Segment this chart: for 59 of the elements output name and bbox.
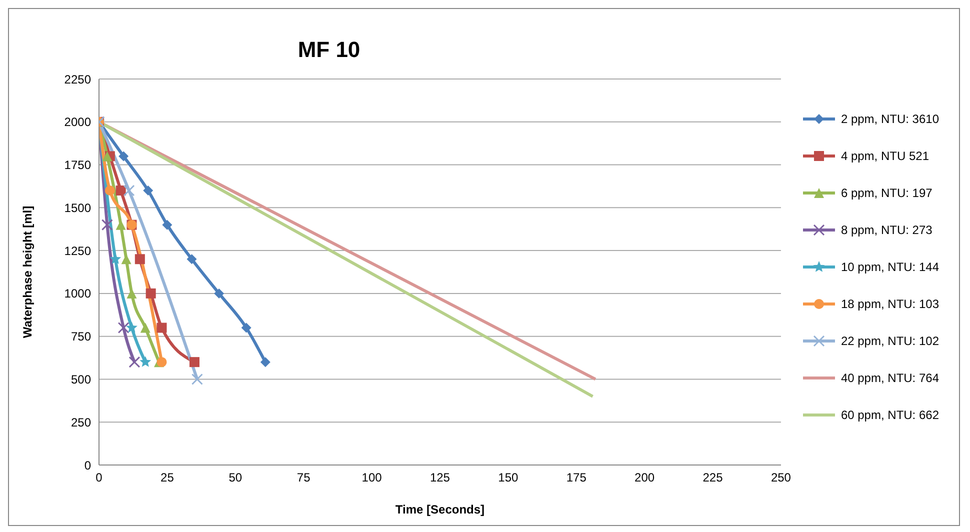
x-tick-label: 75 <box>296 470 311 485</box>
y-tick-label: 2000 <box>64 115 92 130</box>
legend-label: 40 ppm, NTU: 764 <box>840 370 939 387</box>
x-tick-label: 175 <box>566 470 587 485</box>
point <box>102 151 112 162</box>
x-tick-label: 50 <box>228 470 242 485</box>
legend-label: 10 ppm, NTU: 144 <box>840 259 939 276</box>
point <box>118 322 130 334</box>
point <box>116 220 126 230</box>
point <box>214 288 224 298</box>
legend-label: 8 ppm, NTU: 273 <box>840 222 932 239</box>
point <box>189 357 200 368</box>
point <box>121 254 132 264</box>
point <box>134 254 145 264</box>
point <box>104 186 115 196</box>
y-tick-label: 1250 <box>64 244 92 258</box>
legend-label: 2 ppm, NTU: 3610 <box>840 111 939 128</box>
y-tick-label: 0 <box>84 458 92 472</box>
point <box>140 356 152 367</box>
y-tick-label: 750 <box>70 330 92 344</box>
point <box>241 322 252 333</box>
point <box>110 253 122 264</box>
legend-label: 60 ppm, NTU: 662 <box>840 407 939 424</box>
x-tick-label: 0 <box>96 470 103 485</box>
point <box>128 356 140 368</box>
x-tick-label: 25 <box>160 470 174 485</box>
point <box>260 357 270 368</box>
point <box>146 288 156 298</box>
chart-title: MF 10 <box>296 37 362 63</box>
x-tick-label: 250 <box>770 470 792 485</box>
x-tick-label: 225 <box>702 470 724 485</box>
legend-label: 18 ppm, NTU: 103 <box>840 296 939 313</box>
y-tick-label: 1000 <box>64 286 92 301</box>
y-axis-title: Waterphase height [ml] <box>20 206 34 338</box>
point <box>118 151 129 162</box>
x-tick-label: 200 <box>634 470 655 485</box>
point <box>186 254 197 264</box>
point <box>116 186 126 196</box>
legend-label: 4 ppm, NTU 521 <box>840 148 929 165</box>
x-tick-label: 150 <box>498 470 519 485</box>
y-tick-label: 500 <box>70 372 92 386</box>
point <box>156 322 167 333</box>
point <box>143 186 154 196</box>
y-tick-label: 1500 <box>64 200 92 215</box>
point <box>162 220 172 230</box>
x-tick-label: 100 <box>362 470 382 485</box>
x-tick-label: 125 <box>430 470 450 485</box>
x-axis-title: Time [Seconds] <box>395 502 485 517</box>
legend-label: 22 ppm, NTU: 102 <box>840 333 939 350</box>
y-tick-label: 1750 <box>64 158 92 172</box>
y-tick-label: 2250 <box>64 72 92 86</box>
point <box>191 373 203 385</box>
legend-label: 6 ppm, NTU: 197 <box>840 185 932 202</box>
point <box>101 219 113 231</box>
point <box>140 322 150 333</box>
y-tick-label: 250 <box>70 415 92 430</box>
point <box>156 357 167 368</box>
point <box>123 184 135 196</box>
point <box>126 322 138 333</box>
